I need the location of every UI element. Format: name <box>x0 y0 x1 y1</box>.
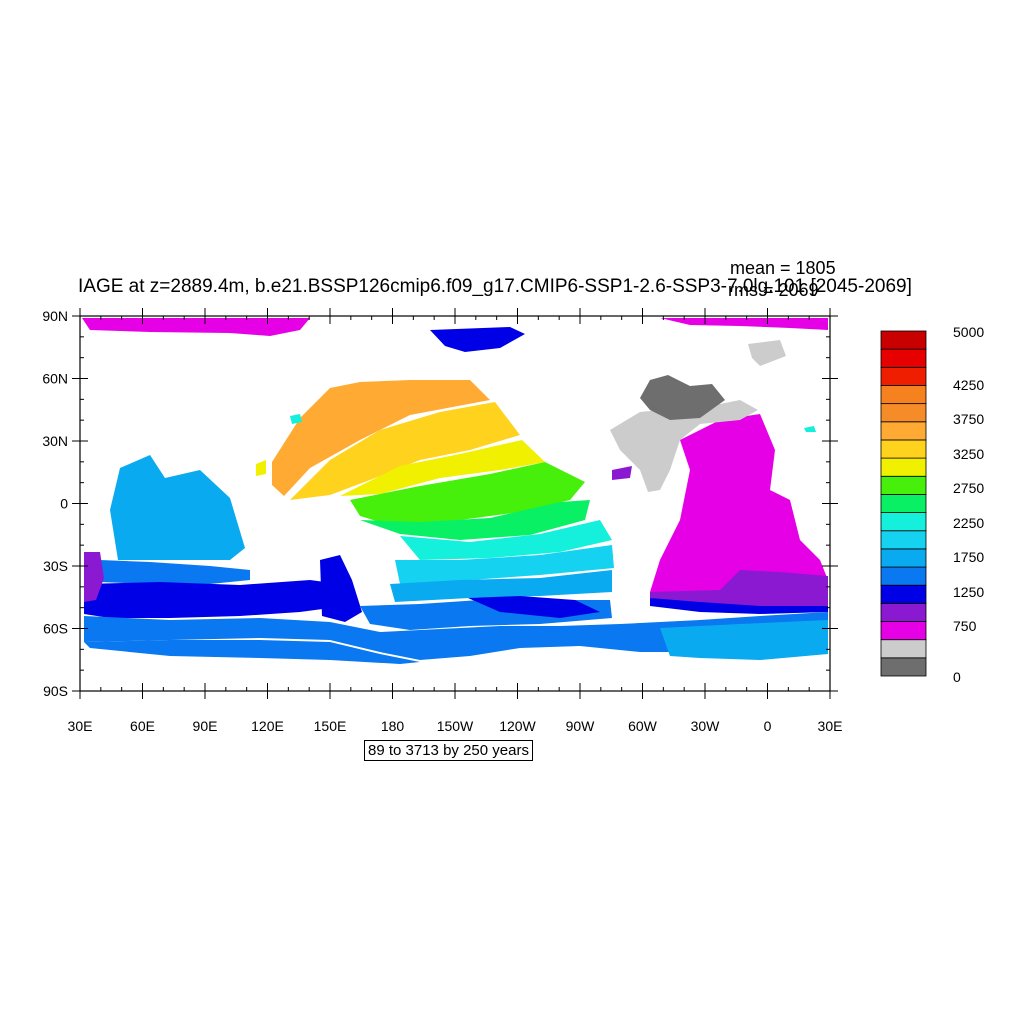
north-atlantic-grey <box>610 400 758 492</box>
pacific-band-3250 <box>340 440 545 496</box>
lon-label: 120E <box>251 718 284 734</box>
southern-deep-blue <box>84 580 345 618</box>
colorbar-swatch <box>880 385 927 405</box>
small-cyan-west <box>290 414 302 424</box>
colorbar-swatch <box>880 330 927 350</box>
colorbar-swatch <box>880 566 927 586</box>
colorbar-label: 1250 <box>953 584 984 600</box>
colorbar-label: 3250 <box>953 446 984 462</box>
map-title: IAGE at z=2889.4m, b.e21.BSSP126cmip6.f0… <box>78 276 912 297</box>
colorbar-swatch <box>880 639 927 659</box>
small-yellow-west <box>256 460 266 476</box>
labrador-dark-grey <box>640 375 725 420</box>
lon-label: 60W <box>628 718 658 734</box>
mean-stat: mean = 1805 <box>730 258 836 278</box>
atlantic-blue-edge <box>650 598 828 614</box>
colorbar-swatch <box>880 621 927 641</box>
ocean-field <box>82 318 828 664</box>
colorbar-swatch <box>880 457 927 477</box>
lon-label: 150W <box>437 718 474 734</box>
lon-label: 30E <box>818 718 843 734</box>
colorbar <box>880 330 927 677</box>
lat-label: 0 <box>60 496 68 512</box>
lon-label: 90E <box>193 718 218 734</box>
pacific-band-4000 <box>272 380 490 496</box>
colorbar-swatch <box>880 512 927 532</box>
rms-stat: rms = 2069 <box>728 280 819 300</box>
southern-lower-edge <box>84 640 420 664</box>
lon-label: 30E <box>68 718 93 734</box>
contour-info-box: 89 to 3713 by 250 years <box>364 740 533 761</box>
pacific-band-2250 <box>400 520 612 560</box>
colorbar-swatch <box>880 475 927 495</box>
colorbar-swatch <box>880 403 927 423</box>
pacific-blue-patch <box>468 596 600 618</box>
colorbar-labels: 5000 4250 3750 3250 2750 2250 1750 1250 750 0 <box>953 324 984 685</box>
colorbar-swatch <box>880 366 927 386</box>
map-ticks <box>72 308 838 699</box>
longitude-labels: 30E 60E 90E 120E 150E 180 150W 120W 90W 60W 30W 0 30… <box>68 718 843 734</box>
colorbar-label: 5000 <box>953 324 984 340</box>
indian-band-1500 <box>100 560 250 584</box>
west-indian-purple <box>84 552 104 602</box>
lon-label: 60E <box>130 718 155 734</box>
lon-label: 180 <box>381 718 405 734</box>
arctic-basin <box>430 327 525 352</box>
colorbar-label: 750 <box>953 618 977 634</box>
southern-band-1500 <box>84 612 828 660</box>
colorbar-swatch <box>880 348 927 368</box>
southern-deep-blue-2 <box>320 555 362 622</box>
lat-label: 30S <box>43 558 68 574</box>
lat-label: 60S <box>43 621 68 637</box>
lon-label: 90W <box>566 718 596 734</box>
lat-label: 90N <box>42 308 68 324</box>
atlantic-purple <box>650 570 828 608</box>
pacific-band-1750 <box>390 570 612 602</box>
colorbar-swatch <box>880 584 927 604</box>
colorbar-label: 3750 <box>953 411 984 427</box>
colorbar-label: 1750 <box>953 549 984 565</box>
lon-label: 120W <box>499 718 536 734</box>
pacific-band-2500 <box>360 500 590 540</box>
caribbean-purple <box>612 466 632 480</box>
lon-label: 0 <box>764 718 772 734</box>
pacific-band-2000 <box>395 545 614 584</box>
colorbar-swatch <box>880 421 927 441</box>
colorbar-label: 2750 <box>953 480 984 496</box>
indian-band-1750 <box>110 455 245 560</box>
southern-band-1750 <box>660 620 828 660</box>
small-cyan-east <box>804 426 816 432</box>
lat-label: 30N <box>42 433 68 449</box>
colorbar-swatch <box>880 602 927 622</box>
latitude-labels: 90N 60N 30N 0 30S 60S 90S <box>42 308 68 699</box>
colorbar-swatch <box>880 494 927 513</box>
lat-label: 60N <box>42 371 68 387</box>
colorbar-swatch <box>880 548 927 568</box>
pacific-band-3500 <box>290 402 520 500</box>
colorbar-label: 0 <box>953 669 961 685</box>
arctic-band-right <box>660 318 828 330</box>
colorbar-swatch <box>880 439 927 459</box>
colorbar-label: 4250 <box>953 377 984 393</box>
arctic-band-left <box>82 318 310 336</box>
atlantic-magenta <box>650 414 828 594</box>
lon-label: 30W <box>691 718 721 734</box>
lon-label: 150E <box>314 718 347 734</box>
small-grey-patch <box>748 340 786 366</box>
colorbar-swatch <box>880 657 927 677</box>
pacific-band-2750 <box>350 462 585 528</box>
lat-label: 90S <box>43 683 68 699</box>
colorbar-label: 2250 <box>953 515 984 531</box>
colorbar-swatch <box>880 530 927 550</box>
